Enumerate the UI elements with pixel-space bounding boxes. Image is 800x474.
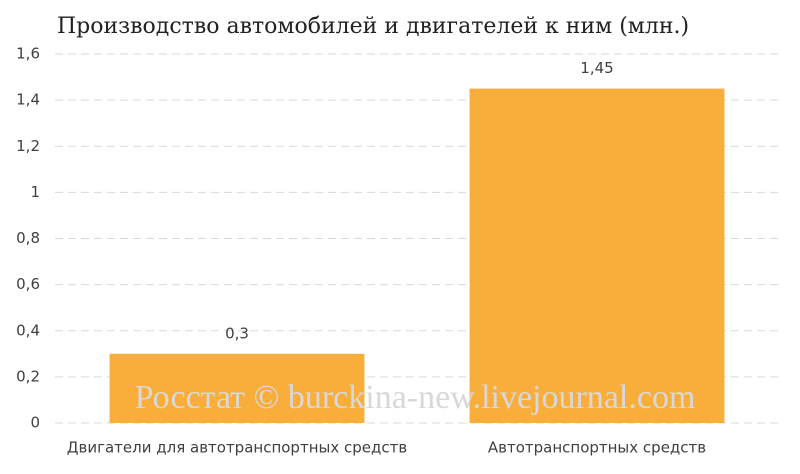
chart-title: Производство автомобилей и двигателей к … (57, 14, 689, 39)
y-tick-label: 0,2 (16, 367, 40, 385)
value-label: 0,3 (225, 324, 249, 342)
y-tick-label: 0,8 (16, 229, 40, 247)
bar (109, 353, 365, 423)
value-label: 1,45 (580, 59, 613, 77)
y-tick-label: 0 (30, 414, 40, 432)
y-tick-label: 1,2 (16, 137, 40, 155)
x-tick-label: Двигатели для автотранспортных средств (67, 439, 407, 457)
y-tick-label: 1 (30, 183, 40, 201)
x-tick-label: Автотранспортных средств (488, 439, 706, 457)
watermark: Росстат © burckina-new.livejournal.com (135, 379, 696, 416)
y-tick-label: 0,4 (16, 321, 40, 339)
y-tick-label: 1,6 (16, 45, 40, 63)
y-tick-label: 0,6 (16, 275, 40, 293)
bar (469, 88, 725, 423)
y-tick-label: 1,4 (16, 91, 40, 109)
